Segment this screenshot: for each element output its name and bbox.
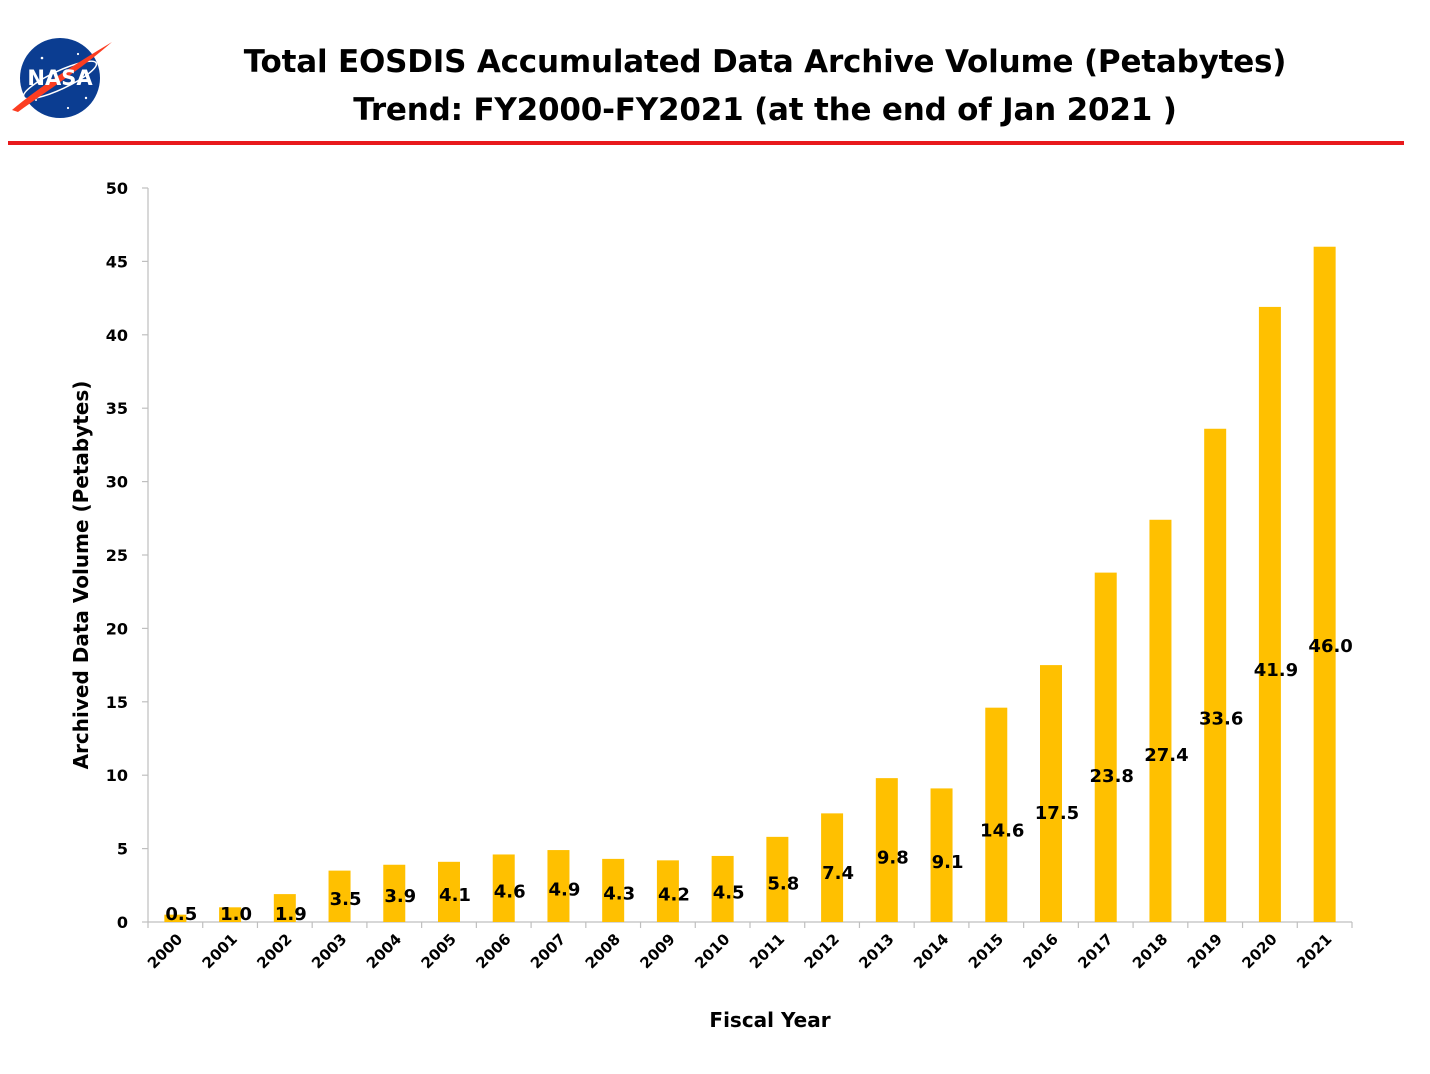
x-tick-label: 2019 bbox=[1184, 930, 1226, 972]
y-tick-label: 5 bbox=[117, 840, 128, 859]
data-label: 17.5 bbox=[1035, 803, 1079, 824]
y-tick-label: 20 bbox=[106, 619, 128, 638]
x-tick-label: 2020 bbox=[1238, 930, 1280, 972]
data-label: 9.8 bbox=[877, 847, 909, 868]
y-tick-label: 30 bbox=[106, 473, 128, 492]
data-label: 0.5 bbox=[165, 904, 197, 925]
x-tick-label: 2006 bbox=[472, 930, 514, 972]
data-label: 3.9 bbox=[384, 886, 416, 907]
x-tick-label: 2001 bbox=[199, 930, 241, 972]
data-label: 14.6 bbox=[980, 820, 1024, 841]
bar-2015 bbox=[985, 707, 1008, 922]
y-tick-label: 0 bbox=[117, 913, 128, 932]
svg-text:NASA: NASA bbox=[27, 66, 93, 90]
y-tick-label: 45 bbox=[106, 252, 128, 271]
bar-2018 bbox=[1149, 519, 1172, 922]
data-label: 9.1 bbox=[932, 852, 964, 873]
chart-subtitle: Trend: FY2000-FY2021 (at the end of Jan … bbox=[353, 92, 1177, 128]
y-tick-label: 40 bbox=[106, 326, 128, 345]
bar-2002 bbox=[273, 894, 296, 922]
data-label: 4.1 bbox=[439, 885, 471, 906]
x-tick-label: 2000 bbox=[144, 930, 186, 972]
bar-2001 bbox=[219, 907, 242, 922]
chart-title-block: Total EOSDIS Accumulated Data Archive Vo… bbox=[120, 38, 1410, 134]
x-tick-label: 2014 bbox=[910, 930, 952, 972]
data-label: 1.9 bbox=[275, 904, 307, 925]
data-label: 23.8 bbox=[1090, 766, 1134, 787]
data-label: 5.8 bbox=[767, 874, 799, 895]
bar-2020 bbox=[1258, 306, 1281, 923]
data-label: 4.6 bbox=[494, 882, 526, 903]
data-label: 4.2 bbox=[658, 884, 690, 905]
bar-2003 bbox=[328, 870, 351, 922]
data-label: 3.5 bbox=[330, 889, 362, 910]
x-tick-label: 2016 bbox=[1020, 930, 1062, 972]
data-label: 4.5 bbox=[713, 882, 745, 903]
x-tick-label: 2021 bbox=[1293, 930, 1335, 972]
x-tick-label: 2010 bbox=[691, 930, 733, 972]
x-tick-label: 2011 bbox=[746, 930, 788, 972]
chart-title: Total EOSDIS Accumulated Data Archive Vo… bbox=[243, 44, 1287, 80]
x-tick-label: 2004 bbox=[363, 930, 405, 972]
x-tick-label: 2008 bbox=[582, 930, 624, 972]
data-label: 4.9 bbox=[549, 880, 581, 901]
x-axis-title: Fiscal Year bbox=[709, 1008, 830, 1032]
bar-2010 bbox=[711, 855, 734, 922]
bar-2007 bbox=[547, 850, 570, 922]
x-tick-label: 2007 bbox=[527, 930, 569, 972]
x-tick-label: 2005 bbox=[418, 930, 460, 972]
x-tick-label: 2013 bbox=[855, 930, 897, 972]
bar-2005 bbox=[438, 861, 460, 922]
x-tick-label: 2003 bbox=[308, 930, 350, 972]
y-tick-label: 15 bbox=[106, 693, 128, 712]
data-label: 1.0 bbox=[220, 904, 252, 925]
bar-2019 bbox=[1204, 428, 1227, 922]
bar-2008 bbox=[602, 858, 625, 922]
bar-2017 bbox=[1094, 572, 1117, 922]
data-label: 4.3 bbox=[603, 884, 635, 905]
y-tick-label: 50 bbox=[106, 179, 128, 198]
data-label: 46.0 bbox=[1308, 636, 1352, 657]
data-label: 33.6 bbox=[1199, 709, 1243, 730]
data-label: 27.4 bbox=[1144, 745, 1188, 766]
data-label: 7.4 bbox=[822, 863, 854, 884]
y-tick-label: 10 bbox=[106, 766, 128, 785]
y-tick-label: 25 bbox=[106, 546, 128, 565]
bar-2013 bbox=[875, 778, 898, 922]
bar-2011 bbox=[766, 836, 789, 922]
bar-2014 bbox=[930, 788, 953, 922]
bar-2009 bbox=[656, 860, 679, 922]
bar-2016 bbox=[1040, 665, 1062, 922]
x-tick-label: 2009 bbox=[636, 930, 678, 972]
y-axis-title: Archived Data Volume (Petabytes) bbox=[69, 381, 93, 770]
bar-2000 bbox=[164, 914, 187, 922]
bar-2006 bbox=[492, 854, 515, 922]
x-tick-label: 2015 bbox=[965, 930, 1007, 972]
data-label: 41.9 bbox=[1254, 660, 1298, 681]
bar-2021 bbox=[1313, 246, 1336, 923]
x-tick-label: 2012 bbox=[801, 930, 843, 972]
nasa-logo: NASA bbox=[12, 38, 112, 118]
bar-2004 bbox=[383, 864, 406, 922]
x-tick-label: 2017 bbox=[1074, 930, 1116, 972]
x-tick-label: 2002 bbox=[253, 930, 295, 972]
bar-2012 bbox=[821, 813, 844, 922]
x-tick-label: 2018 bbox=[1129, 930, 1171, 972]
header-divider bbox=[8, 141, 1404, 145]
y-tick-label: 35 bbox=[106, 399, 128, 418]
